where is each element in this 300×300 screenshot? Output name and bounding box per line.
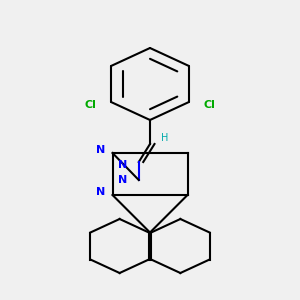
Text: H: H: [161, 133, 169, 143]
Text: Cl: Cl: [204, 100, 216, 110]
Text: N: N: [96, 187, 105, 197]
Text: N: N: [118, 160, 128, 170]
Text: N: N: [118, 175, 128, 185]
Text: Cl: Cl: [84, 100, 96, 110]
Text: N: N: [96, 145, 105, 155]
